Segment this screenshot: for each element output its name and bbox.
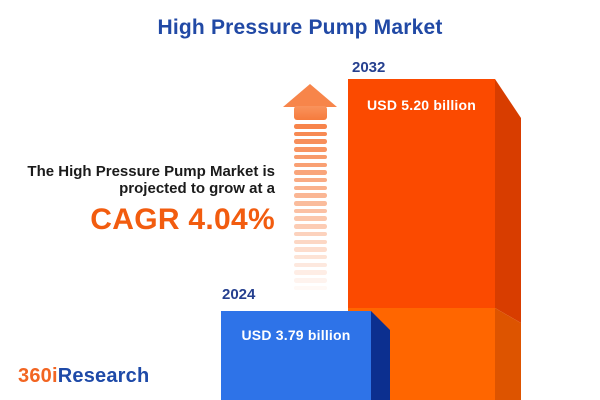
arrow-stripe bbox=[294, 270, 327, 275]
growth-arrow-shaft bbox=[294, 106, 327, 120]
bar-2024-side bbox=[371, 311, 390, 400]
arrow-stripe bbox=[294, 278, 327, 283]
arrow-stripe bbox=[294, 193, 327, 198]
bar-value-2032: USD 5.20 billion bbox=[367, 97, 476, 113]
arrow-stripe bbox=[294, 208, 327, 214]
arrow-stripe bbox=[294, 154, 327, 160]
arrow-stripe bbox=[294, 239, 327, 245]
arrow-stripe bbox=[294, 231, 327, 237]
arrow-stripe bbox=[294, 162, 327, 168]
arrow-stripe bbox=[294, 201, 327, 206]
bar-2032-side-bottom bbox=[495, 308, 521, 400]
bar-value-2024: USD 3.79 billion bbox=[241, 327, 351, 343]
year-label-2024: 2024 bbox=[222, 286, 256, 303]
arrow-stripe bbox=[294, 139, 327, 144]
growth-annotation: The High Pressure Pump Market is project… bbox=[0, 163, 275, 237]
arrow-stripe bbox=[294, 177, 327, 183]
logo-360iresearch: 360iResearch bbox=[18, 365, 149, 388]
arrow-stripe bbox=[294, 185, 327, 191]
growth-arrow-stripes bbox=[294, 124, 327, 296]
arrow-stripe bbox=[294, 124, 327, 129]
page-title: High Pressure Pump Market bbox=[157, 16, 443, 39]
logo-part-orange: 360i bbox=[18, 365, 58, 387]
arrow-stripe bbox=[294, 131, 327, 137]
arrow-stripe bbox=[294, 216, 327, 221]
bar-2024-front bbox=[221, 311, 371, 400]
arrow-stripe bbox=[294, 254, 327, 260]
arrow-stripe bbox=[294, 170, 327, 175]
arrow-stripe bbox=[294, 285, 327, 291]
bar-2032-side-top bbox=[495, 79, 521, 323]
arrow-stripe bbox=[294, 262, 327, 268]
arrow-stripe bbox=[294, 147, 327, 152]
annotation-line-2: projected to grow at a bbox=[119, 180, 275, 197]
annotation-line-1: The High Pressure Pump Market is bbox=[27, 163, 275, 180]
logo-part-blue: Research bbox=[57, 365, 150, 387]
growth-arrow-icon bbox=[283, 84, 337, 107]
arrow-stripe bbox=[294, 247, 327, 252]
year-label-2032: 2032 bbox=[352, 59, 386, 76]
bar-2032-front-top bbox=[348, 79, 495, 308]
arrow-stripe bbox=[294, 224, 327, 229]
cagr-value: CAGR 4.04% bbox=[90, 203, 275, 236]
